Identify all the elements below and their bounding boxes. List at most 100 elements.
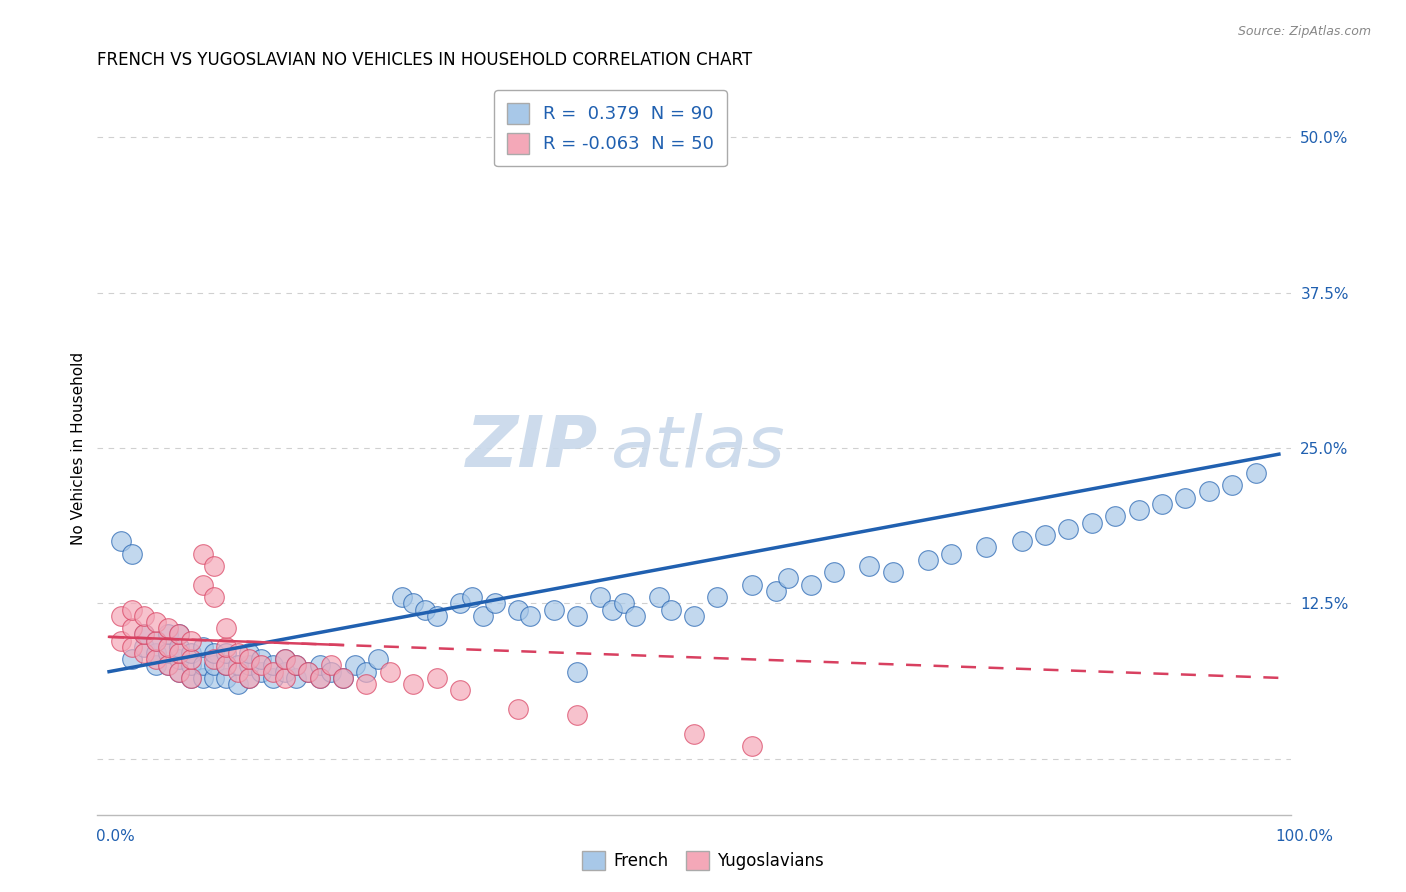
Point <box>285 658 308 673</box>
Point <box>285 658 308 673</box>
Point <box>215 658 238 673</box>
Point <box>565 665 588 679</box>
Point <box>167 665 190 679</box>
Point <box>110 608 132 623</box>
Point <box>215 658 238 673</box>
Point <box>976 541 998 555</box>
Point <box>167 627 190 641</box>
Point <box>262 671 284 685</box>
Point <box>589 590 612 604</box>
Point <box>145 652 167 666</box>
Point <box>215 640 238 654</box>
Point <box>145 633 167 648</box>
Y-axis label: No Vehicles in Household: No Vehicles in Household <box>72 351 86 544</box>
Point <box>156 627 179 641</box>
Point <box>167 652 190 666</box>
Point <box>180 658 202 673</box>
Point <box>262 658 284 673</box>
Point <box>706 590 728 604</box>
Point <box>191 547 214 561</box>
Text: 0.0%: 0.0% <box>96 830 135 844</box>
Text: ZIP: ZIP <box>467 414 599 483</box>
Point <box>145 615 167 629</box>
Point <box>297 665 319 679</box>
Point <box>202 658 225 673</box>
Point <box>308 671 330 685</box>
Point <box>321 665 343 679</box>
Point <box>238 652 260 666</box>
Point <box>426 671 449 685</box>
Point <box>321 658 343 673</box>
Point <box>941 547 963 561</box>
Point <box>449 596 471 610</box>
Point <box>121 652 143 666</box>
Point <box>823 566 845 580</box>
Point <box>202 652 225 666</box>
Point <box>683 727 706 741</box>
Legend: R =  0.379  N = 90, R = -0.063  N = 50: R = 0.379 N = 90, R = -0.063 N = 50 <box>495 90 727 167</box>
Point <box>191 577 214 591</box>
Point <box>378 665 401 679</box>
Point <box>765 583 787 598</box>
Point <box>226 646 249 660</box>
Point <box>402 677 425 691</box>
Point <box>238 658 260 673</box>
Point <box>800 577 823 591</box>
Point <box>191 658 214 673</box>
Point <box>238 671 260 685</box>
Point <box>332 671 354 685</box>
Point <box>367 652 389 666</box>
Point <box>484 596 506 610</box>
Point <box>308 671 330 685</box>
Point <box>648 590 671 604</box>
Point <box>391 590 413 604</box>
Legend: French, Yugoslavians: French, Yugoslavians <box>575 844 831 877</box>
Point <box>285 671 308 685</box>
Point <box>600 602 623 616</box>
Point <box>145 658 167 673</box>
Point <box>1174 491 1197 505</box>
Point <box>226 658 249 673</box>
Point <box>250 665 273 679</box>
Point <box>449 683 471 698</box>
Point <box>180 671 202 685</box>
Point <box>156 658 179 673</box>
Point <box>659 602 682 616</box>
Point <box>238 646 260 660</box>
Point <box>1104 509 1126 524</box>
Point <box>1080 516 1102 530</box>
Point <box>776 571 799 585</box>
Point <box>565 608 588 623</box>
Point <box>134 640 156 654</box>
Point <box>180 633 202 648</box>
Point <box>156 621 179 635</box>
Point <box>683 608 706 623</box>
Point <box>134 627 156 641</box>
Point <box>145 633 167 648</box>
Point <box>882 566 904 580</box>
Point <box>134 608 156 623</box>
Point <box>110 534 132 549</box>
Point <box>250 652 273 666</box>
Point <box>121 547 143 561</box>
Point <box>858 559 880 574</box>
Point <box>613 596 636 610</box>
Point <box>215 621 238 635</box>
Point <box>156 646 179 660</box>
Point <box>508 702 530 716</box>
Point <box>167 627 190 641</box>
Point <box>273 652 295 666</box>
Point <box>134 646 156 660</box>
Point <box>460 590 482 604</box>
Point <box>413 602 436 616</box>
Point <box>565 708 588 723</box>
Point <box>1128 503 1150 517</box>
Point <box>145 646 167 660</box>
Point <box>191 640 214 654</box>
Point <box>1244 466 1267 480</box>
Point <box>624 608 647 623</box>
Text: 100.0%: 100.0% <box>1275 830 1333 844</box>
Text: FRENCH VS YUGOSLAVIAN NO VEHICLES IN HOUSEHOLD CORRELATION CHART: FRENCH VS YUGOSLAVIAN NO VEHICLES IN HOU… <box>97 51 752 69</box>
Point <box>273 671 295 685</box>
Point <box>202 559 225 574</box>
